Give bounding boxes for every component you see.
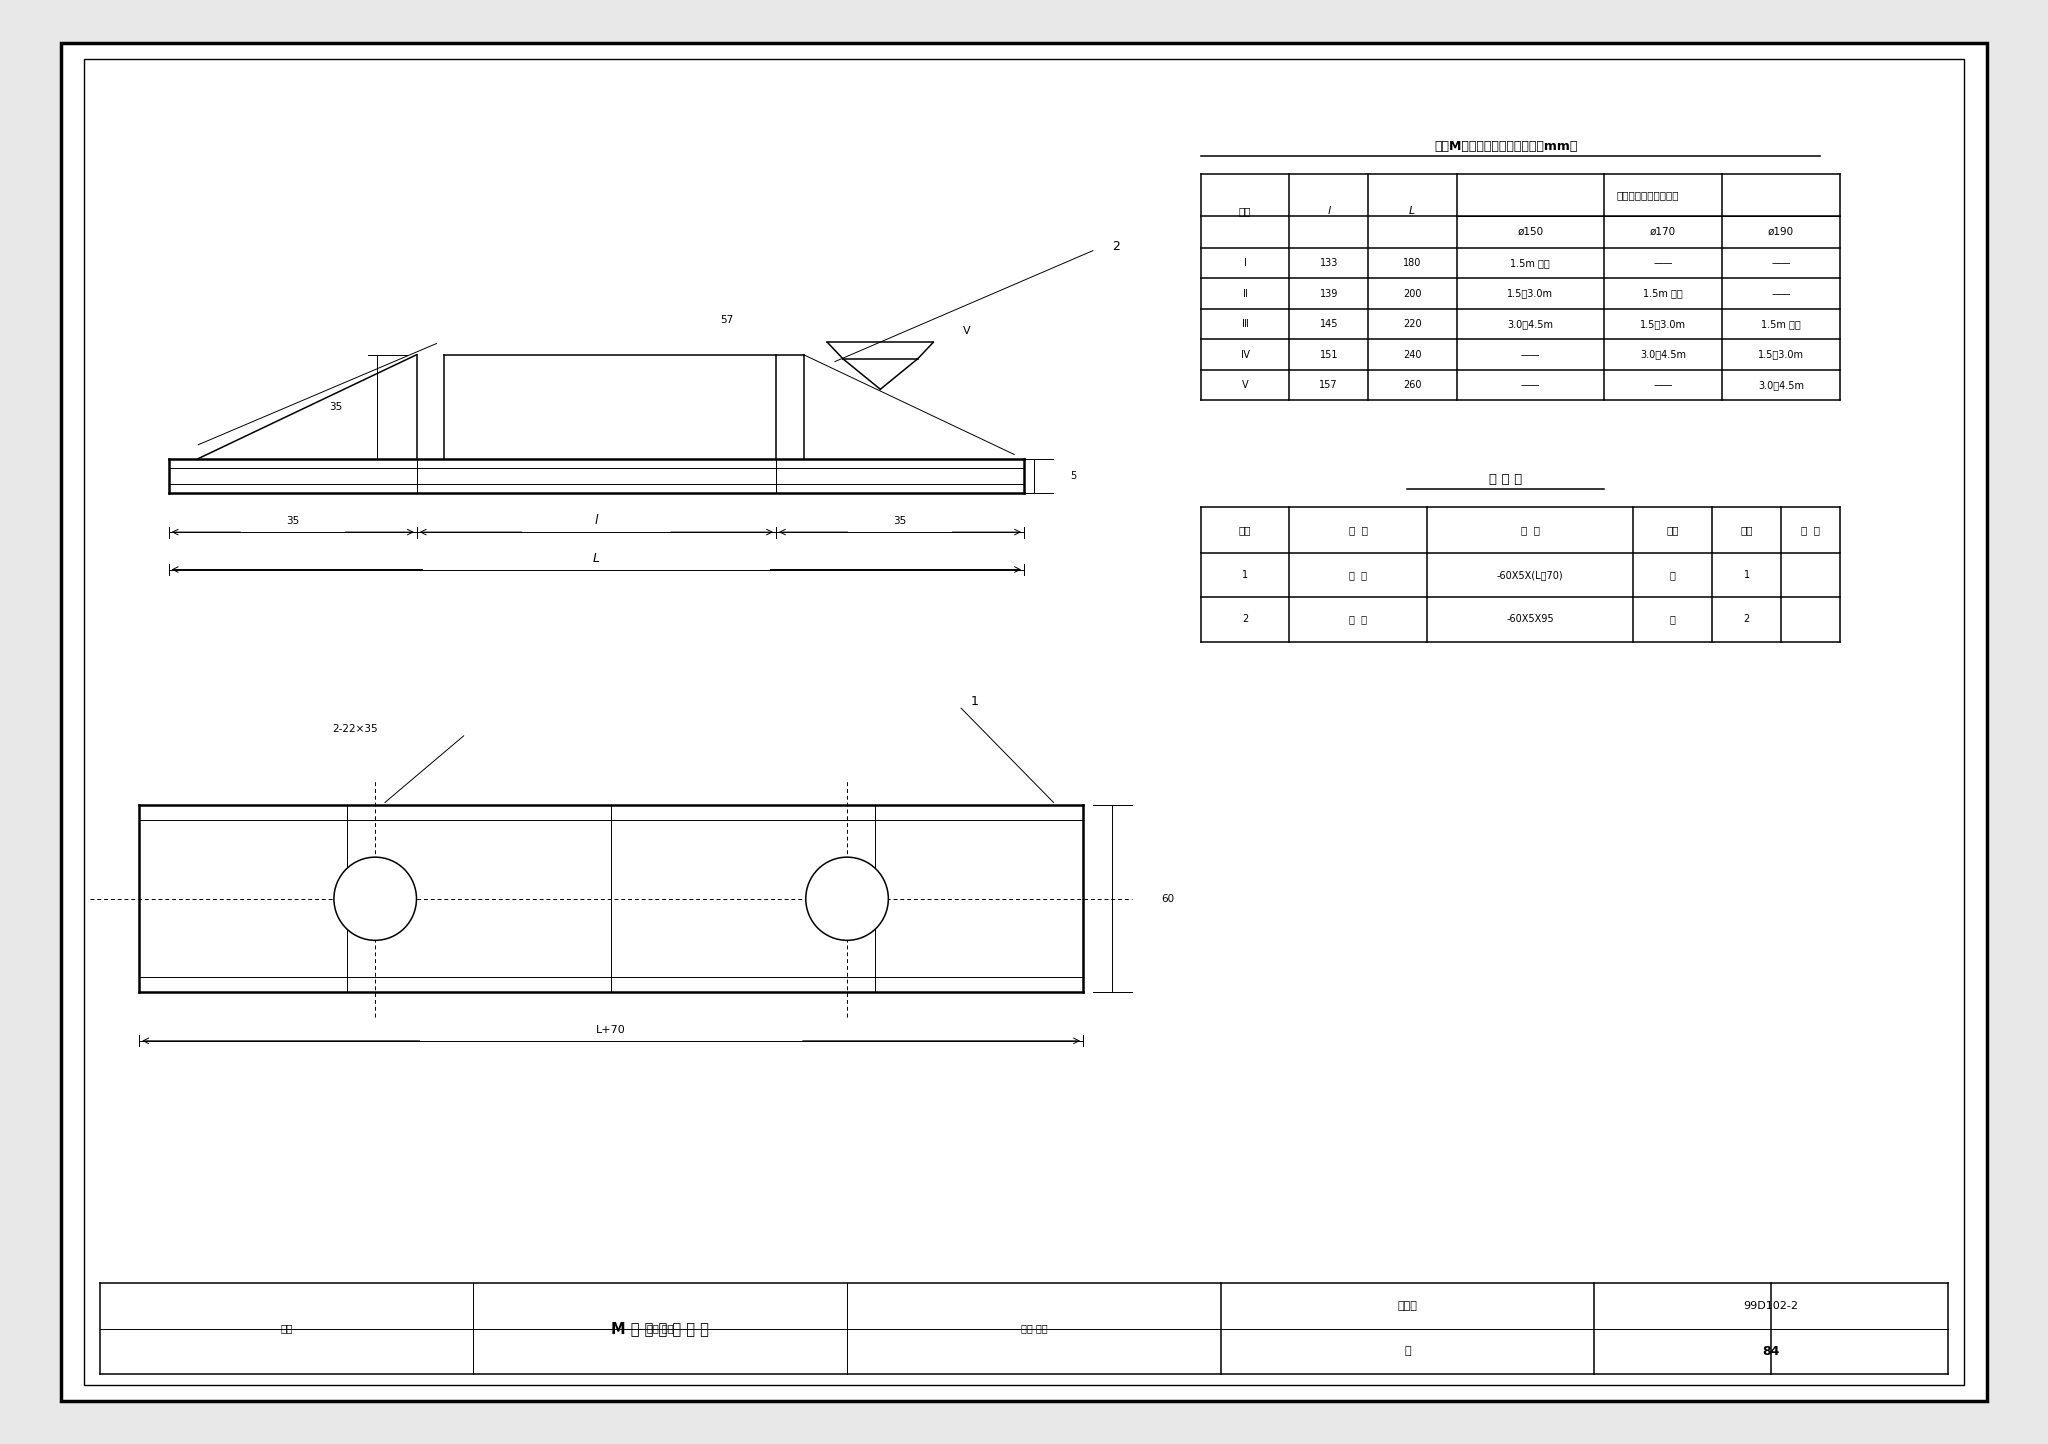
Text: 157: 157	[1319, 380, 1337, 390]
Text: 139: 139	[1319, 289, 1337, 299]
Text: 扁  钢: 扁 钢	[1350, 570, 1368, 580]
Text: 3.0～4.5m: 3.0～4.5m	[1640, 349, 1686, 360]
Text: 单位: 单位	[1667, 526, 1679, 536]
Ellipse shape	[805, 858, 889, 940]
Text: V: V	[963, 326, 971, 336]
Text: L: L	[1409, 206, 1415, 217]
Text: L+70: L+70	[596, 1025, 627, 1035]
Ellipse shape	[334, 858, 416, 940]
Text: Ⅱ: Ⅱ	[1243, 289, 1247, 299]
Text: ø150: ø150	[1518, 227, 1544, 237]
Text: 设计 李发: 设计 李发	[1020, 1324, 1047, 1333]
Text: 1.5～3.0m: 1.5～3.0m	[1757, 349, 1804, 360]
Text: 审核: 审核	[281, 1324, 293, 1333]
Text: 1.5m 以内: 1.5m 以内	[1761, 319, 1800, 329]
Text: 35: 35	[330, 401, 342, 412]
Text: 200: 200	[1403, 289, 1421, 299]
Text: 材 料 表: 材 料 表	[1489, 472, 1522, 487]
Text: 84: 84	[1763, 1344, 1780, 1357]
Text: 57: 57	[721, 315, 733, 325]
Text: 35: 35	[287, 516, 299, 526]
Text: 校对 杨威: 校对 杨威	[647, 1324, 674, 1333]
Text: Ⅲ: Ⅲ	[1241, 319, 1249, 329]
Text: l: l	[1327, 206, 1331, 217]
Text: 序号: 序号	[1239, 526, 1251, 536]
Text: M 形 抱 铁 制 造 图: M 形 抱 铁 制 造 图	[612, 1321, 709, 1336]
Text: 1.5～3.0m: 1.5～3.0m	[1507, 289, 1552, 299]
Text: 1: 1	[971, 695, 979, 708]
Text: L: L	[592, 552, 600, 565]
Text: 1: 1	[1743, 570, 1749, 580]
Text: -60X5X95: -60X5X95	[1507, 614, 1554, 624]
Text: Ⅴ: Ⅴ	[1241, 380, 1249, 390]
Text: ø170: ø170	[1651, 227, 1675, 237]
Text: 240: 240	[1403, 349, 1421, 360]
Text: 1.5m 以内: 1.5m 以内	[1509, 258, 1550, 269]
Text: 页: 页	[1405, 1346, 1411, 1356]
Text: 60: 60	[1161, 894, 1176, 904]
Text: Ⅰ: Ⅰ	[1243, 258, 1247, 269]
Text: 各型M形抱铁尺寸及适用范围（mm）: 各型M形抱铁尺寸及适用范围（mm）	[1434, 140, 1577, 153]
Text: 名  称: 名 称	[1350, 526, 1368, 536]
Text: 型号: 型号	[1239, 206, 1251, 217]
Text: 99D102-2: 99D102-2	[1743, 1301, 1798, 1311]
Text: 图集号: 图集号	[1397, 1301, 1417, 1311]
Text: 1.5～3.0m: 1.5～3.0m	[1640, 319, 1686, 329]
Text: 块: 块	[1669, 614, 1675, 624]
Text: ——: ——	[1653, 380, 1673, 390]
Text: 扁  钢: 扁 钢	[1350, 614, 1368, 624]
Text: 260: 260	[1403, 380, 1421, 390]
Text: 块: 块	[1669, 570, 1675, 580]
Text: ø190: ø190	[1767, 227, 1794, 237]
Text: 3.0～4.5m: 3.0～4.5m	[1757, 380, 1804, 390]
Text: l: l	[594, 514, 598, 527]
Text: 35: 35	[893, 516, 907, 526]
Text: -60X5X(L＋70): -60X5X(L＋70)	[1497, 570, 1563, 580]
Text: 5: 5	[1069, 471, 1077, 481]
Text: 133: 133	[1319, 258, 1337, 269]
Text: 180: 180	[1403, 258, 1421, 269]
Text: 电杆梢径及距杆顶距离: 电杆梢径及距杆顶距离	[1618, 191, 1679, 201]
Text: 145: 145	[1319, 319, 1337, 329]
Text: 1: 1	[1243, 570, 1247, 580]
Text: 1.5m 以内: 1.5m 以内	[1642, 289, 1683, 299]
Text: 220: 220	[1403, 319, 1421, 329]
Text: Ⅳ: Ⅳ	[1241, 349, 1249, 360]
Text: 2: 2	[1743, 614, 1749, 624]
Text: ——: ——	[1772, 258, 1790, 269]
Text: 2: 2	[1112, 240, 1120, 253]
Text: 附  注: 附 注	[1800, 526, 1821, 536]
Text: 规  格: 规 格	[1522, 526, 1540, 536]
Text: 151: 151	[1319, 349, 1337, 360]
Text: ——: ——	[1653, 258, 1673, 269]
Text: 3.0～4.5m: 3.0～4.5m	[1507, 319, 1552, 329]
Text: 数量: 数量	[1741, 526, 1753, 536]
Text: ——: ——	[1520, 349, 1540, 360]
Text: 2-22×35: 2-22×35	[332, 723, 379, 734]
Text: ——: ——	[1520, 380, 1540, 390]
Text: ——: ——	[1772, 289, 1790, 299]
Text: 2: 2	[1241, 614, 1249, 624]
